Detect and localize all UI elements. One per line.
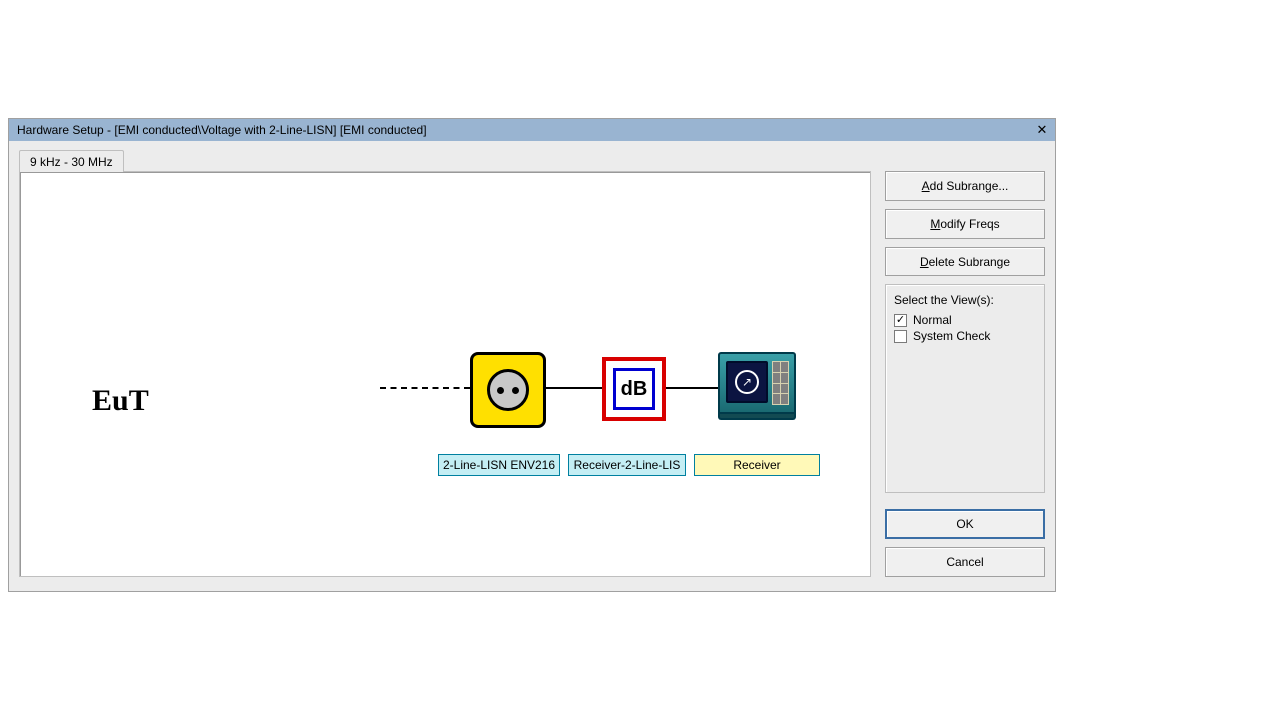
connection-line-2 <box>666 387 718 389</box>
checkbox-normal[interactable]: ✓ <box>894 314 907 327</box>
delete-subrange-button[interactable]: Delete Subrange <box>885 247 1045 277</box>
tab-label: 9 kHz - 30 MHz <box>30 155 113 169</box>
outlet-icon <box>487 369 529 411</box>
receiver-icon[interactable]: ↗ <box>718 352 796 428</box>
checkbox-normal-row[interactable]: ✓ Normal <box>894 313 1036 327</box>
close-icon[interactable]: ✕ <box>1033 122 1051 138</box>
checkbox-syscheck-row[interactable]: System Check <box>894 329 1036 343</box>
ok-button[interactable]: OK <box>885 509 1045 539</box>
checkbox-syscheck-label: System Check <box>913 329 990 343</box>
modify-freqs-button[interactable]: Modify Freqs <box>885 209 1045 239</box>
views-group: Select the View(s): ✓ Normal System Chec… <box>885 284 1045 493</box>
checkbox-syscheck[interactable] <box>894 330 907 343</box>
diagram-area: EuT dB ↗ <box>19 171 871 577</box>
path-field-text: Receiver-2-Line-LIS <box>574 458 681 472</box>
path-field[interactable]: Receiver-2-Line-LIS <box>568 454 686 476</box>
add-subrange-button[interactable]: Add Subrange... <box>885 171 1045 201</box>
client-area: 9 kHz - 30 MHz EuT dB ↗ <box>9 141 1055 591</box>
lisn-field[interactable]: 2-Line-LISN ENV216 <box>438 454 560 476</box>
lisn-icon[interactable] <box>470 352 546 428</box>
sidebar: Add Subrange... Modify Freqs Delete Subr… <box>885 171 1045 577</box>
connection-dashed <box>380 387 470 389</box>
titlebar[interactable]: Hardware Setup - [EMI conducted\Voltage … <box>9 119 1055 141</box>
connection-line-1 <box>546 387 602 389</box>
hardware-setup-window: Hardware Setup - [EMI conducted\Voltage … <box>8 118 1056 592</box>
window-title: Hardware Setup - [EMI conducted\Voltage … <box>17 123 1033 137</box>
views-group-title: Select the View(s): <box>894 293 1036 307</box>
cancel-button[interactable]: Cancel <box>885 547 1045 577</box>
receiver-field[interactable]: Receiver <box>694 454 820 476</box>
lisn-field-text: 2-Line-LISN ENV216 <box>443 458 555 472</box>
receiver-field-text: Receiver <box>733 458 780 472</box>
attenuator-icon[interactable]: dB <box>602 357 666 421</box>
checkbox-normal-label: Normal <box>913 313 952 327</box>
db-label: dB <box>613 368 655 410</box>
tab-subrange[interactable]: 9 kHz - 30 MHz <box>19 150 124 172</box>
eut-label: EuT <box>92 384 149 418</box>
